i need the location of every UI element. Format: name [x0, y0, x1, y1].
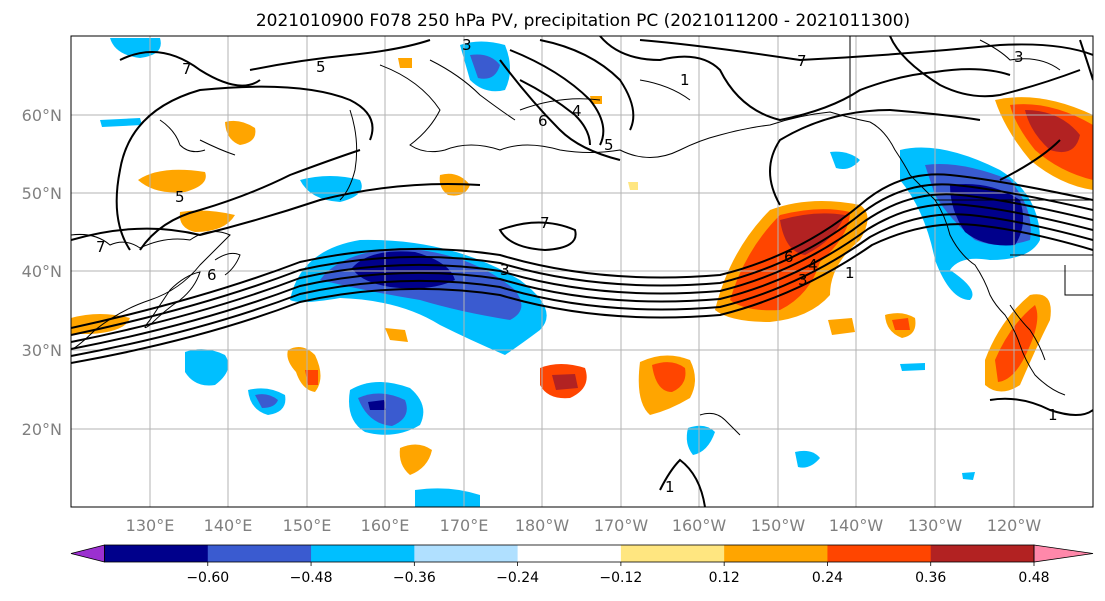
lon-label: 160°W — [672, 516, 727, 535]
contour-label: 6 — [784, 248, 794, 266]
contour-label: 7 — [182, 60, 192, 78]
lon-label: 170°W — [594, 516, 649, 535]
longitude-labels: 130°E 140°E 150°E 160°E 170°E 180°W 170°… — [126, 516, 1042, 535]
lon-label: 120°W — [987, 516, 1042, 535]
lat-label: 20°N — [22, 420, 62, 439]
lon-label: 140°W — [829, 516, 884, 535]
contour-label: 3 — [1014, 48, 1024, 66]
lon-label: 160°E — [361, 516, 410, 535]
lat-label: 50°N — [22, 184, 62, 203]
colorbar-swatch — [207, 545, 312, 562]
colorbar-swatch — [827, 545, 932, 562]
lon-label: 130°W — [908, 516, 963, 535]
colorbar-tick-label: −0.36 — [393, 570, 436, 586]
colorbar-swatch — [104, 545, 209, 562]
colorbar-tick-label: −0.12 — [599, 570, 642, 586]
contour-label: 7 — [540, 214, 550, 232]
lon-label: 140°E — [204, 516, 253, 535]
contour-label: 3 — [462, 36, 472, 54]
colorbar-tick-label: −0.60 — [186, 570, 229, 586]
precip-negative-shading — [100, 38, 1040, 507]
colorbar-tick-label: 0.48 — [1018, 570, 1049, 586]
colorbar-swatch — [414, 545, 519, 562]
contour-label: 7 — [96, 238, 106, 256]
colorbar-swatch — [724, 545, 828, 562]
map-content: 7 5 3 6 4 5 7 7 5 6 7 3 1 6 3 4 1 1 1 3 — [71, 36, 1093, 507]
pv-contours — [71, 36, 1093, 507]
contour-label: 1 — [665, 478, 675, 496]
lon-label: 130°E — [126, 516, 175, 535]
lon-label: 180°W — [515, 516, 570, 535]
pv-contour-labels: 7 5 3 6 4 5 7 7 5 6 7 3 1 6 3 4 1 1 1 3 — [96, 36, 1058, 496]
colorbar-extend-max — [1033, 544, 1094, 563]
lon-label: 150°E — [283, 516, 332, 535]
colorbar-swatch — [517, 545, 622, 562]
lat-label: 30°N — [22, 341, 62, 360]
figure-title: 2021010900 F078 250 hPa PV, precipitatio… — [256, 11, 910, 31]
lon-label: 170°E — [440, 516, 489, 535]
contour-label: 3 — [798, 271, 808, 289]
contour-label: 6 — [207, 266, 217, 284]
map-frame — [70, 35, 1094, 508]
colorbar-tick-label: −0.24 — [496, 570, 539, 586]
lat-label: 60°N — [22, 106, 62, 125]
latitude-labels: 60°N 50°N 40°N 30°N 20°N — [22, 106, 62, 439]
colorbar-tick-label: 0.12 — [709, 570, 740, 586]
colorbar-tick-label: −0.48 — [290, 570, 333, 586]
colorbar: −0.60 −0.48 −0.36 −0.24 −0.12 0.12 0.24 0.36 0.4… — [70, 544, 1094, 586]
colorbar-frame — [104, 544, 1035, 563]
contour-label: 1 — [680, 71, 690, 89]
colorbar-swatch — [930, 545, 1035, 562]
colorbar-swatch — [311, 545, 415, 562]
contour-label: 5 — [604, 136, 614, 154]
contour-label: 4 — [808, 256, 818, 274]
contour-label: 3 — [500, 261, 510, 279]
lon-label: 150°W — [751, 516, 806, 535]
colorbar-tick-label: 0.36 — [915, 570, 946, 586]
contour-label: 5 — [175, 188, 185, 206]
contour-label: 4 — [572, 102, 582, 120]
colorbar-swatch — [620, 545, 725, 562]
contour-label: 1 — [845, 264, 855, 282]
lat-label: 40°N — [22, 262, 62, 281]
colorbar-extend-min — [70, 544, 105, 563]
contour-label: 1 — [1048, 406, 1058, 424]
contour-label: 7 — [797, 52, 807, 70]
contour-label: 6 — [538, 112, 548, 130]
colorbar-tick-label: 0.24 — [812, 570, 843, 586]
contour-label: 5 — [316, 58, 326, 76]
